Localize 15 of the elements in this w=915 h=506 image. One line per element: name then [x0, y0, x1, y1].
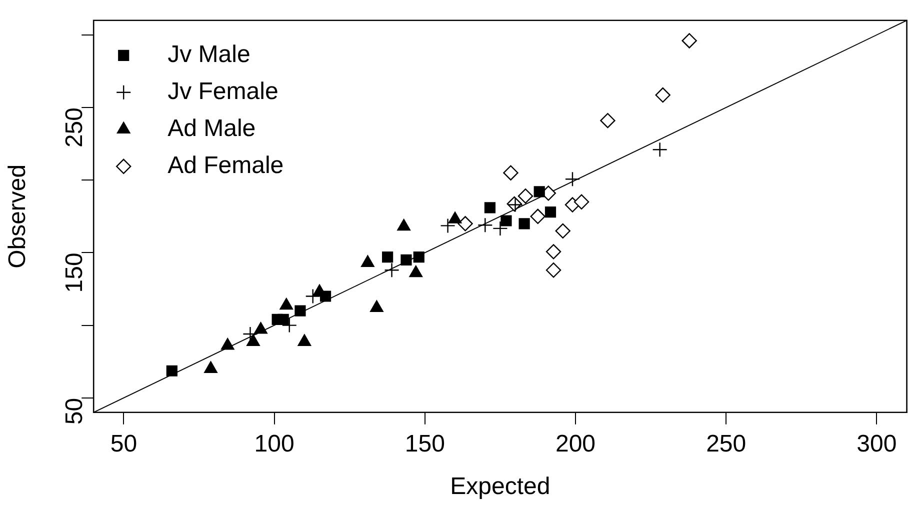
legend-label: Jv Female [168, 78, 278, 106]
y-tick-label: 50 [61, 398, 88, 425]
legend-label: Ad Male [168, 115, 256, 142]
legend-label: Jv Male [168, 41, 250, 68]
y-axis-title: Observed [4, 164, 32, 268]
legend-label: Ad Female [168, 152, 284, 180]
x-tick-label: 150 [404, 430, 445, 458]
x-tick-label: 250 [706, 430, 746, 458]
x-tick-label: 50 [110, 430, 138, 458]
x-tick-label: 300 [856, 430, 897, 458]
x-tick-label: 100 [254, 430, 294, 458]
x-axis-title: Expected [450, 473, 550, 500]
y-tick-label: 250 [61, 108, 88, 148]
x-tick-label: 200 [555, 430, 596, 458]
y-tick-label: 150 [61, 252, 88, 293]
